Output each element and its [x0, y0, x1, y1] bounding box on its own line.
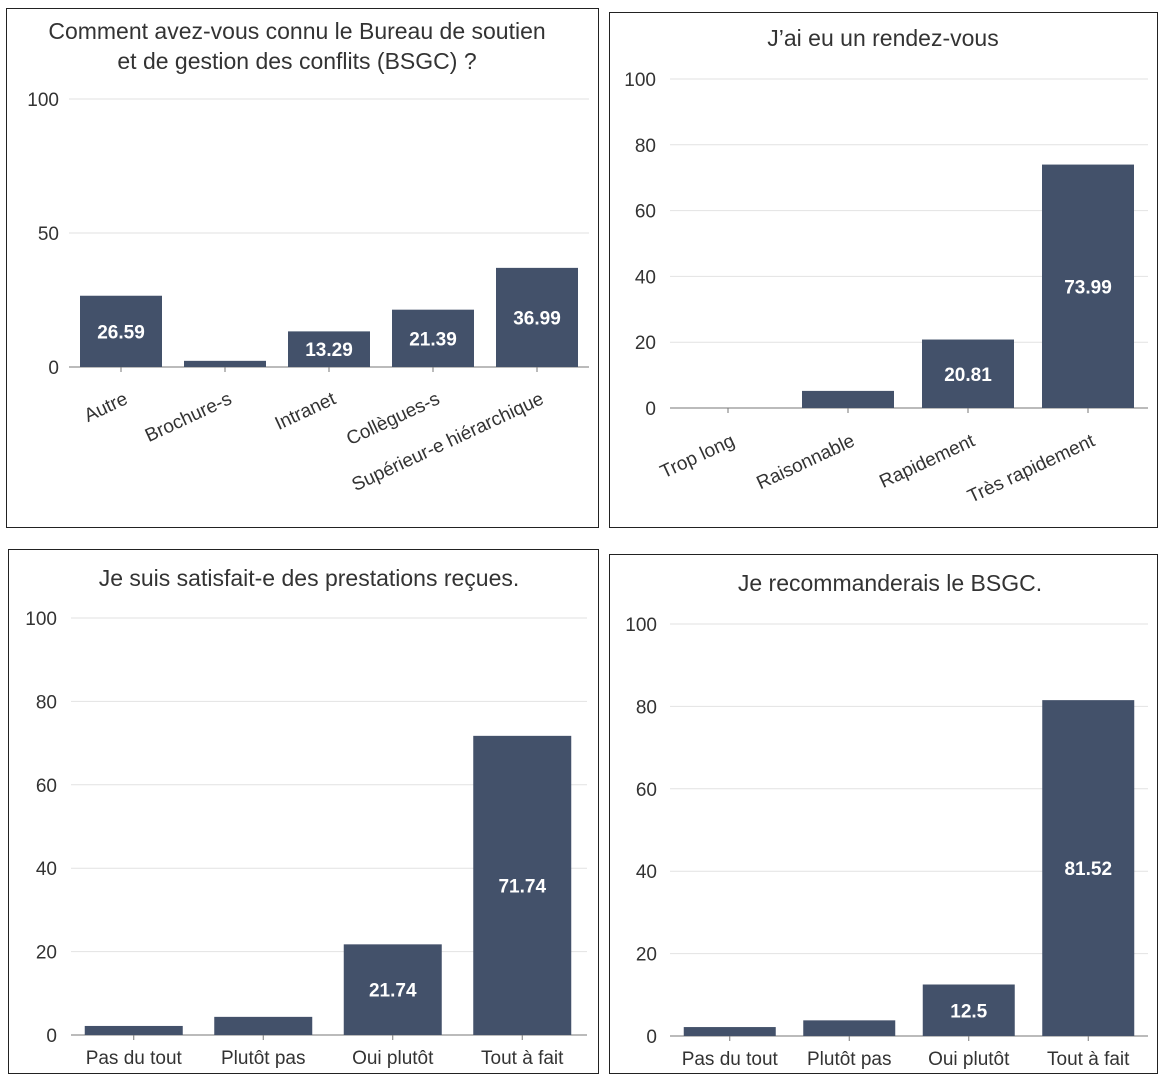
bar	[683, 1027, 776, 1036]
chart-title: et de gestion des conflits (BSGC) ?	[117, 48, 476, 74]
y-tick-label: 40	[636, 862, 657, 883]
bar-value-label: 12.5	[950, 1001, 987, 1022]
bar	[1042, 700, 1135, 1036]
x-tick-label: Pas du tout	[682, 1049, 779, 1070]
y-tick-label: 40	[36, 859, 57, 880]
y-tick-label: 80	[635, 136, 656, 157]
y-tick-label: 100	[625, 615, 657, 636]
x-tick-label: Plutôt pas	[221, 1048, 306, 1069]
y-tick-label: 60	[635, 202, 656, 223]
bar-value-label: 20.81	[944, 365, 992, 386]
bar	[80, 295, 162, 367]
y-tick-label: 0	[46, 1026, 57, 1047]
chart-panel-appointment: J’ai eu un rendez-vous 0 20 40 60 80 100 Trop l…	[609, 12, 1158, 528]
x-tick-label: Très rapidement	[964, 430, 1098, 508]
chart-how-known: Comment avez-vous connu le Bureau de sou…	[27, 18, 589, 496]
chart-appointment: J’ai eu un rendez-vous 0 20 40 60 80 100 Trop l…	[624, 25, 1148, 508]
x-tick-label: Tout à fait	[481, 1048, 564, 1069]
y-tick-label: 60	[36, 776, 57, 797]
y-tick-label: 20	[36, 943, 57, 964]
y-tick-label: 50	[38, 224, 59, 245]
y-tick-label: 20	[635, 333, 656, 354]
chart-panel-satisfaction: Je suis satisfait-e des prestations reçu…	[8, 549, 599, 1074]
bar-value-label: 26.59	[97, 322, 145, 343]
bar	[802, 390, 894, 408]
y-tick-label: 60	[636, 780, 657, 801]
y-tick-label: 0	[48, 358, 59, 379]
bar	[288, 331, 370, 367]
bar-value-label: 73.99	[1064, 277, 1112, 298]
bar	[392, 309, 474, 367]
x-tick-label: Oui plutôt	[352, 1048, 434, 1069]
x-tick-label: Oui plutôt	[928, 1049, 1010, 1070]
bar	[496, 267, 578, 367]
chart-recommend: Je recommanderais le BSGC. 0 20 40 60 80 100 Pa…	[625, 570, 1148, 1070]
chart-title: Je suis satisfait-e des prestations reçu…	[99, 565, 520, 591]
x-tick-label: Plutôt pas	[807, 1049, 892, 1070]
y-tick-label: 100	[624, 70, 656, 91]
y-tick-label: 100	[25, 609, 57, 630]
bar-value-label: 36.99	[513, 308, 561, 329]
y-tick-label: 0	[645, 399, 656, 420]
y-tick-label: 0	[646, 1027, 657, 1048]
bar-value-label: 13.29	[305, 340, 353, 361]
y-tick-label: 20	[636, 945, 657, 966]
bar	[214, 1016, 313, 1035]
bar	[922, 339, 1014, 408]
bar	[1042, 164, 1134, 408]
bar-value-label: 21.39	[409, 329, 457, 350]
bar	[473, 735, 572, 1035]
chart-title: Comment avez-vous connu le Bureau de sou…	[48, 18, 545, 44]
bar-value-label: 71.74	[498, 876, 546, 897]
y-tick-label: 80	[636, 697, 657, 718]
bar	[84, 1025, 183, 1035]
x-tick-label: Intranet	[272, 388, 340, 435]
bar	[922, 984, 1015, 1036]
x-tick-label: Autre	[81, 388, 131, 426]
bar-value-label: 81.52	[1064, 859, 1112, 880]
y-tick-label: 40	[635, 267, 656, 288]
chart-title: J’ai eu un rendez-vous	[767, 25, 998, 51]
bar-value-label: 21.74	[369, 981, 417, 1002]
x-tick-label: Tout à fait	[1047, 1049, 1130, 1070]
bar	[184, 360, 266, 367]
x-tick-label: Supérieur-e hiérarchique	[349, 388, 547, 495]
x-tick-label: Rapidement	[876, 430, 978, 493]
bar	[343, 944, 442, 1035]
x-tick-label: Pas du tout	[86, 1048, 183, 1069]
x-tick-label: Raisonnable	[753, 430, 858, 494]
bar	[803, 1020, 896, 1036]
chart-title: Je recommanderais le BSGC.	[738, 570, 1042, 596]
x-tick-label: Brochure-s	[142, 388, 235, 446]
x-tick-label: Trop long	[657, 430, 738, 483]
chart-panel-recommend: Je recommanderais le BSGC. 0 20 40 60 80 100 Pa…	[609, 554, 1158, 1074]
y-tick-label: 100	[27, 90, 59, 111]
chart-satisfaction: Je suis satisfait-e des prestations reçu…	[25, 565, 587, 1069]
y-tick-label: 80	[36, 692, 57, 713]
chart-panel-how-known: Comment avez-vous connu le Bureau de sou…	[6, 8, 599, 528]
